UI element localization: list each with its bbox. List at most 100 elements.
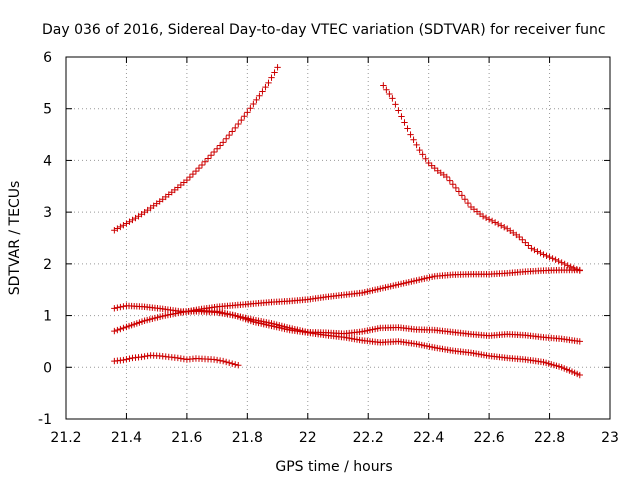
data-point <box>219 357 227 365</box>
x-tick-labels: 21.2 21.4 21.6 21.8 22 22.2 22.4 22.6 22.8 23 <box>50 430 619 446</box>
data-point <box>416 146 423 154</box>
data-point <box>546 253 553 261</box>
data-point <box>449 181 457 188</box>
data-point <box>144 352 151 360</box>
y-tick-label: 1 <box>43 309 52 325</box>
data-point <box>265 79 272 87</box>
data-point <box>398 113 405 120</box>
data-point <box>268 74 275 81</box>
y-axis-title: SDTVAR / TECUs <box>7 181 23 296</box>
data-point <box>455 188 463 195</box>
data-point <box>549 255 556 262</box>
data-point <box>222 135 230 142</box>
data-point <box>120 303 127 310</box>
data-point <box>522 239 529 246</box>
data-point <box>262 83 269 91</box>
data-point <box>114 304 121 311</box>
data-point <box>114 326 121 334</box>
data-point <box>452 184 460 192</box>
axis-ticks <box>65 56 611 420</box>
data-point <box>479 213 487 220</box>
x-tick-label: 22.8 <box>534 430 565 446</box>
data-point <box>516 233 523 241</box>
y-tick-label: 5 <box>43 102 52 118</box>
data-point <box>564 262 571 269</box>
data-point <box>558 259 565 266</box>
x-tick-label: 21.2 <box>50 430 81 446</box>
data-point <box>543 252 550 260</box>
plot-frame <box>65 56 611 420</box>
data-point <box>198 161 206 169</box>
data-point <box>189 170 197 178</box>
data-point <box>226 131 233 139</box>
data-point <box>576 338 583 345</box>
data-point <box>401 119 408 126</box>
data-point <box>216 357 224 364</box>
data-point <box>410 136 417 143</box>
x-tick-label: 22.2 <box>353 430 384 446</box>
data-point <box>117 303 124 311</box>
data-point <box>443 173 450 181</box>
data-point <box>120 356 127 364</box>
data-point <box>407 131 414 138</box>
data-point <box>247 104 254 112</box>
data-point <box>519 236 526 244</box>
data-point <box>464 199 472 207</box>
data-point <box>180 355 188 363</box>
data-point <box>210 356 218 363</box>
series-track-descending <box>177 307 583 379</box>
data-point <box>413 141 420 149</box>
data-point <box>274 64 281 71</box>
data-point <box>482 214 490 222</box>
data-point <box>120 222 127 229</box>
data-point <box>552 256 559 263</box>
x-tick-label: 22.6 <box>474 430 505 446</box>
data-point <box>235 362 242 369</box>
y-tick-label: -1 <box>38 412 52 428</box>
y-tick-label: 4 <box>43 153 52 169</box>
data-point <box>117 325 124 333</box>
data-point <box>174 354 182 362</box>
data-point <box>120 324 127 332</box>
data-point <box>446 177 454 184</box>
data-point <box>111 227 118 234</box>
data-point <box>219 139 227 146</box>
data-point <box>238 116 245 124</box>
data-point <box>126 355 133 362</box>
data-point <box>525 242 532 249</box>
data-point <box>111 327 118 335</box>
data-point <box>201 158 209 165</box>
data-point <box>195 164 203 172</box>
data-point <box>528 245 535 252</box>
data-point <box>561 260 568 268</box>
grid <box>66 57 610 419</box>
data-point <box>567 263 574 270</box>
data-point <box>111 305 118 312</box>
data-point <box>183 176 191 184</box>
data-point <box>213 145 221 152</box>
series-track-bottom <box>111 352 242 369</box>
data-point <box>555 257 562 265</box>
data-point <box>117 223 124 231</box>
data-point <box>383 86 390 93</box>
data-point <box>386 90 393 98</box>
data-point <box>192 167 200 175</box>
data-point <box>395 107 402 114</box>
data-point <box>114 225 121 232</box>
data-point <box>213 356 221 364</box>
data-point <box>256 92 263 99</box>
data-point <box>461 196 469 203</box>
data-point <box>229 360 236 367</box>
data-point <box>498 222 505 229</box>
data-point <box>271 69 278 76</box>
data-point <box>419 151 426 158</box>
data-point <box>210 148 218 156</box>
y-tick-labels: -1 0 1 2 3 4 5 6 <box>38 50 52 428</box>
data-point <box>494 220 502 228</box>
data-point <box>534 248 541 255</box>
data-point <box>404 125 411 132</box>
data-point <box>576 371 583 379</box>
x-axis-title: GPS time / hours <box>275 459 392 475</box>
data-point <box>235 120 242 128</box>
data-point <box>392 101 399 108</box>
